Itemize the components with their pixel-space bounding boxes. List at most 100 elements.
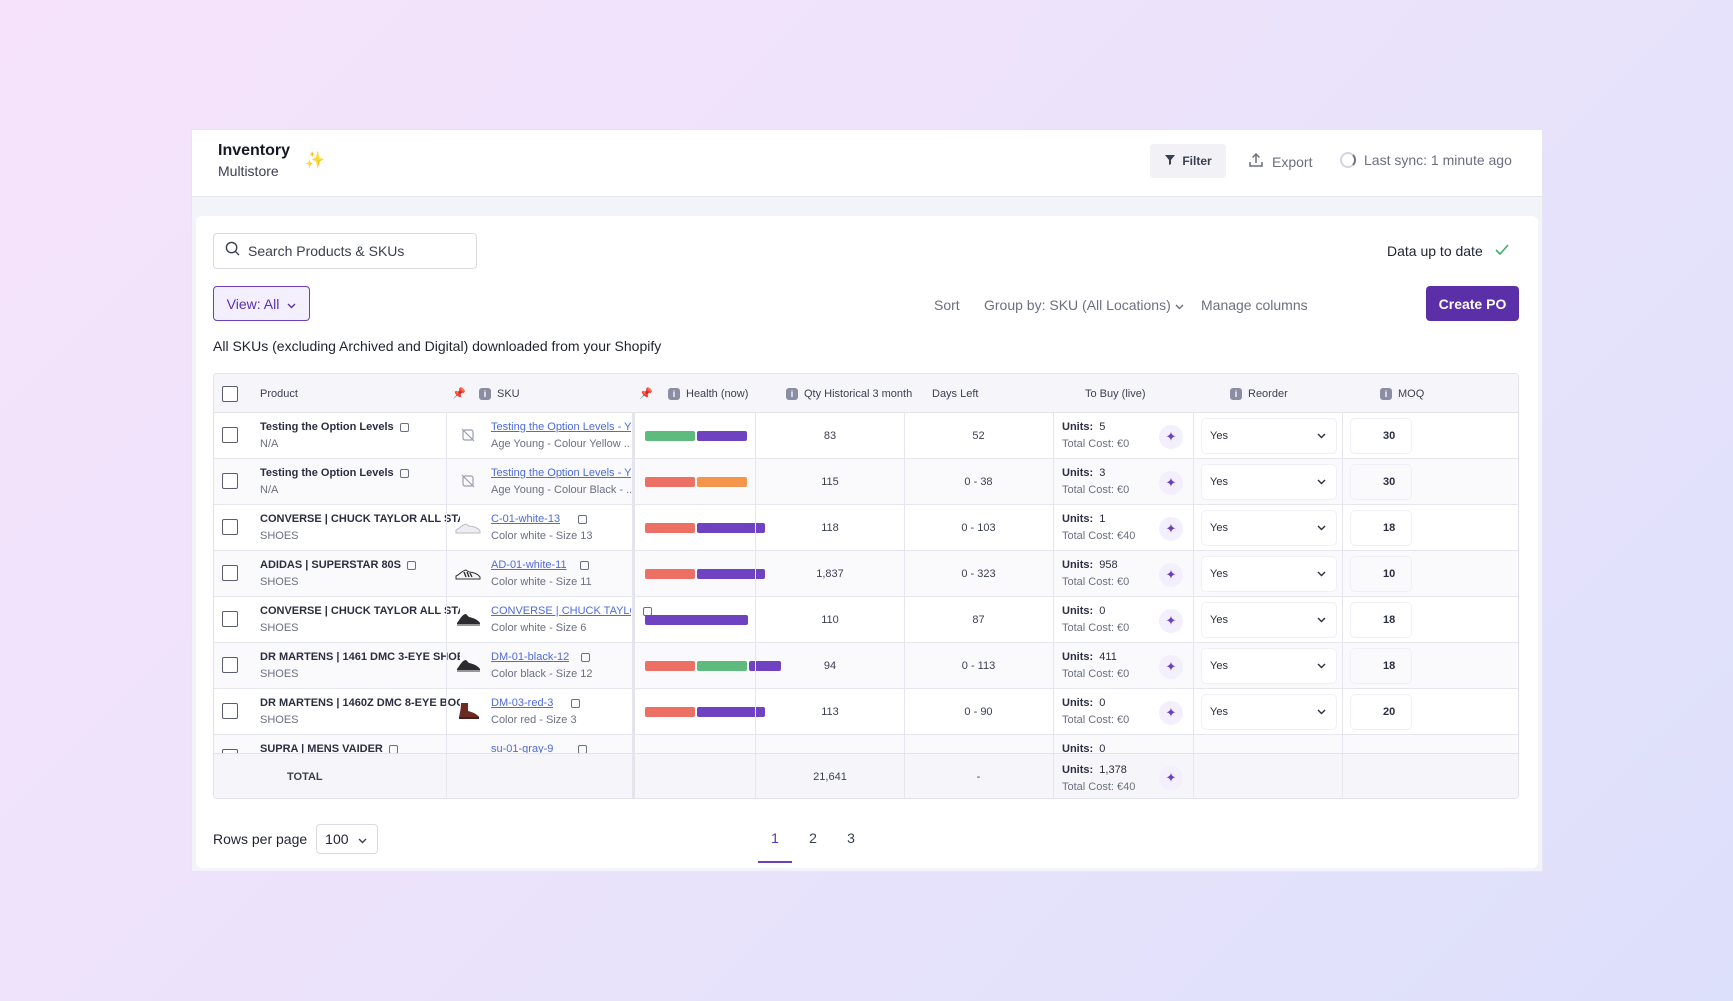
product-name[interactable]: SUPRA | MENS VAIDER — [260, 743, 460, 753]
row-checkbox[interactable] — [222, 611, 238, 627]
health-segment — [645, 615, 748, 625]
create-po-button[interactable]: Create PO — [1426, 286, 1519, 321]
ai-sparkle-icon[interactable]: ✦ — [1159, 701, 1183, 725]
ai-sparkle-icon[interactable]: ✦ — [1159, 766, 1183, 790]
product-name[interactable]: Testing the Option Levels — [260, 467, 460, 479]
copy-icon[interactable] — [578, 745, 587, 753]
divider — [1053, 413, 1054, 458]
divider — [1053, 551, 1054, 596]
copy-icon[interactable] — [580, 561, 589, 570]
manage-columns-button[interactable]: Manage columns — [1201, 297, 1308, 313]
reorder-select[interactable]: Yes — [1202, 511, 1336, 545]
filter-button[interactable]: Filter — [1150, 144, 1226, 178]
row-checkbox[interactable] — [222, 703, 238, 719]
group-by-dropdown[interactable]: Group by: SKU (All Locations) — [984, 297, 1184, 313]
search-input[interactable] — [248, 243, 468, 259]
column-to-buy[interactable]: To Buy (live) — [1085, 374, 1146, 413]
sku-link[interactable]: C-01-white-13 — [491, 513, 561, 525]
chevron-down-icon — [1317, 706, 1326, 718]
product-name[interactable]: Testing the Option Levels — [260, 421, 460, 433]
health-bar — [645, 477, 747, 487]
divider — [446, 413, 447, 458]
page-1-button[interactable]: 1 — [756, 821, 794, 863]
copy-icon[interactable] — [399, 422, 409, 432]
ai-sparkle-icon[interactable]: ✦ — [1159, 517, 1183, 541]
product-name[interactable]: CONVERSE | CHUCK TAYLOR ALL STA — [260, 605, 460, 617]
moq-cell: 10 — [1343, 551, 1518, 597]
reorder-select[interactable]: Yes — [1202, 419, 1336, 453]
row-checkbox[interactable] — [222, 427, 238, 443]
product-name[interactable]: DR MARTENS | 1460Z DMC 8-EYE BOOT — [260, 697, 460, 709]
row-checkbox[interactable] — [222, 749, 238, 753]
ai-sparkle-icon[interactable]: ✦ — [1159, 655, 1183, 679]
ai-sparkle-icon[interactable]: ✦ — [1159, 425, 1183, 449]
table-row[interactable]: Testing the Option Levels N/A Testing the … — [214, 413, 1518, 459]
ai-sparkle-icon[interactable]: ✦ — [1159, 563, 1183, 587]
reorder-select[interactable]: Yes — [1202, 649, 1336, 683]
sort-button[interactable]: Sort — [934, 297, 960, 313]
total-units-value: 1,378 — [1099, 764, 1127, 776]
row-checkbox[interactable] — [222, 565, 238, 581]
sku-link[interactable]: su-01-gray-9 — [491, 743, 554, 753]
column-product[interactable]: Product — [260, 374, 298, 413]
to-buy-units: Units: 0 — [1062, 605, 1105, 617]
row-checkbox[interactable] — [222, 519, 238, 535]
product-type: N/A — [260, 438, 279, 450]
reorder-select[interactable]: Yes — [1202, 465, 1336, 499]
qty-value: 83 — [823, 430, 837, 442]
column-health[interactable]: i Health (now) — [668, 374, 748, 413]
column-days-left[interactable]: Days Left — [932, 374, 978, 413]
copy-icon[interactable] — [578, 515, 587, 524]
copy-icon[interactable] — [571, 699, 580, 708]
sku-link[interactable]: DM-01-black-12 — [491, 651, 570, 663]
copy-icon[interactable] — [407, 560, 417, 570]
sku-link[interactable]: DM-03-red-3 — [491, 697, 554, 709]
copy-icon[interactable] — [399, 468, 409, 478]
copy-icon[interactable] — [388, 744, 398, 753]
table-row[interactable]: CONVERSE | CHUCK TAYLOR ALL STA SHOES CONV… — [214, 597, 1518, 643]
table-row[interactable]: ADIDAS | SUPERSTAR 80S SHOES AD-01-white-1… — [214, 551, 1518, 597]
reorder-select[interactable]: Yes — [1202, 695, 1336, 729]
table-row[interactable]: CONVERSE | CHUCK TAYLOR ALL STA SHOES C-01… — [214, 505, 1518, 551]
view-dropdown[interactable]: View: All — [213, 286, 310, 321]
table-body: Testing the Option Levels N/A Testing the … — [214, 413, 1518, 753]
ai-sparkle-icon[interactable]: ✦ — [1159, 471, 1183, 495]
page-2-button[interactable]: 2 — [809, 830, 817, 846]
product-name[interactable]: CONVERSE | CHUCK TAYLOR ALL STA — [260, 513, 460, 525]
reorder-select[interactable]: Yes — [1202, 603, 1336, 637]
column-moq[interactable]: i MOQ — [1380, 374, 1424, 413]
ai-sparkle-icon[interactable]: ✦ — [1159, 609, 1183, 633]
column-reorder[interactable]: i Reorder — [1230, 374, 1288, 413]
sku-link[interactable]: CONVERSE | CHUCK TAYLOR — [491, 605, 631, 617]
column-sku[interactable]: i SKU — [479, 374, 520, 413]
page-3-button[interactable]: 3 — [847, 830, 855, 846]
sku-link[interactable]: Testing the Option Levels - Y — [491, 467, 631, 479]
product-name[interactable]: DR MARTENS | 1461 DMC 3-EYE SHOE — [260, 651, 460, 663]
export-button[interactable]: Export — [1248, 152, 1312, 171]
rows-per-page-select[interactable]: 100 — [316, 824, 379, 854]
copy-icon[interactable] — [581, 653, 590, 662]
to-buy-cost: Total Cost: €0 — [1062, 668, 1130, 680]
table-row[interactable]: DR MARTENS | 1460Z DMC 8-EYE BOOT SHOES DM… — [214, 689, 1518, 735]
reorder-cell: Yes — [1193, 689, 1342, 735]
sku-link[interactable]: AD-01-white-11 — [491, 559, 567, 571]
row-checkbox[interactable] — [222, 473, 238, 489]
units-value: 0 — [1099, 605, 1106, 617]
column-qty[interactable]: i Qty Historical 3 month — [786, 374, 912, 413]
divider — [904, 551, 905, 596]
row-checkbox[interactable] — [222, 657, 238, 673]
reorder-select[interactable]: Yes — [1202, 557, 1336, 591]
sku-variant: Color white - Size 13 — [491, 530, 593, 542]
sku-link[interactable]: Testing the Option Levels - Y — [491, 421, 631, 433]
qty-value: 115 — [821, 476, 839, 488]
pin-icon[interactable]: 📌 — [452, 388, 466, 400]
table-row[interactable]: Testing the Option Levels N/A Testing the … — [214, 459, 1518, 505]
to-buy-cost: Total Cost: €0 — [1062, 438, 1130, 450]
table-row[interactable]: DR MARTENS | 1461 DMC 3-EYE SHOE SHOES DM-… — [214, 643, 1518, 689]
select-all-checkbox[interactable] — [222, 374, 238, 413]
table-row[interactable]: SUPRA | MENS VAIDER su-01-gray-9 Units: 0 — [214, 735, 1518, 753]
pin-icon[interactable]: 📌 — [639, 388, 653, 400]
search-box[interactable] — [213, 233, 477, 269]
product-name-text: ADIDAS | SUPERSTAR 80S — [260, 559, 402, 571]
product-name[interactable]: ADIDAS | SUPERSTAR 80S — [260, 559, 460, 571]
